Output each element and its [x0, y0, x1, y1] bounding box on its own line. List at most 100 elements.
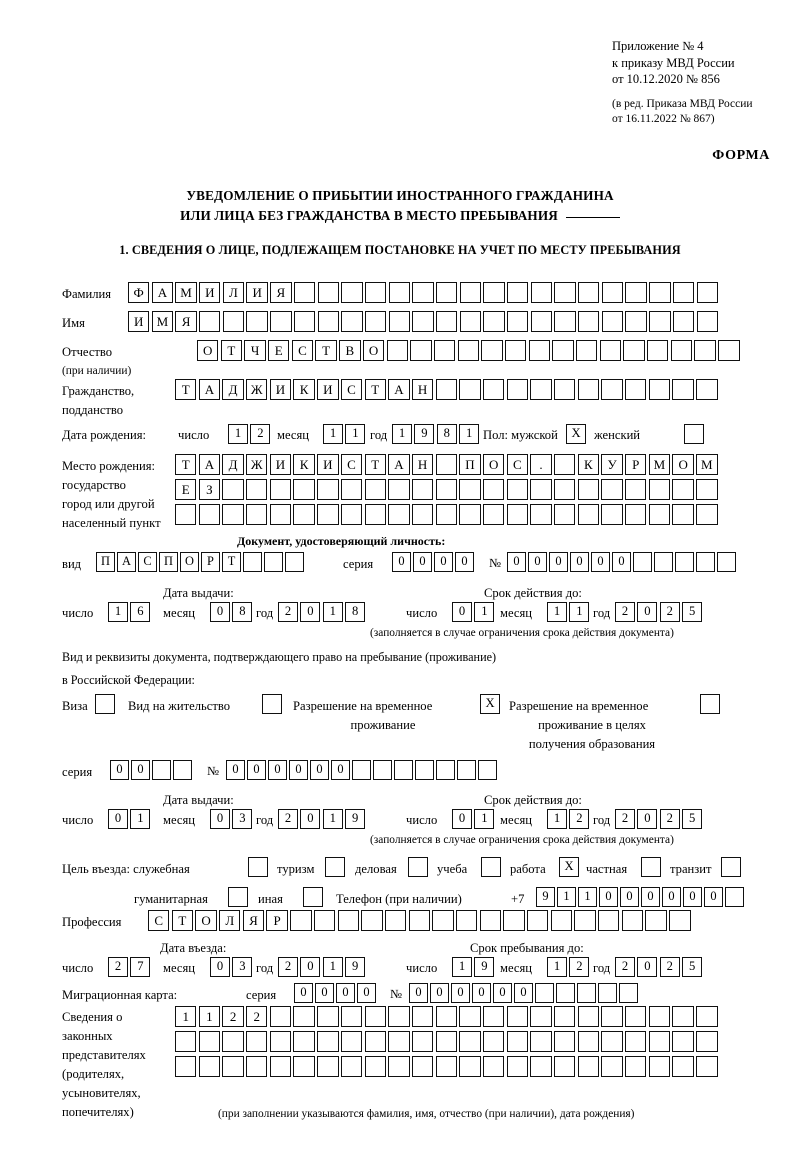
char-cell[interactable] — [459, 1056, 481, 1078]
char-cell[interactable] — [625, 1031, 647, 1053]
char-cell[interactable] — [340, 1006, 363, 1028]
char-cell[interactable]: 0 — [210, 957, 230, 977]
char-cell[interactable]: 1 — [578, 887, 597, 907]
char-cell[interactable] — [364, 479, 386, 501]
char-cell[interactable]: Р — [625, 454, 647, 476]
char-cell[interactable]: 0 — [451, 983, 470, 1003]
char-cell[interactable]: 1 — [322, 957, 343, 977]
char-cell[interactable] — [364, 1056, 386, 1078]
char-cell[interactable] — [669, 910, 691, 932]
char-cell[interactable] — [598, 983, 617, 1003]
char-cell[interactable] — [228, 887, 248, 907]
char-cell[interactable]: И — [269, 379, 292, 401]
char-cell[interactable] — [530, 282, 553, 304]
char-cell[interactable] — [554, 379, 576, 401]
char-cell[interactable]: 0 — [472, 983, 491, 1003]
char-cell[interactable]: 2 — [615, 957, 635, 977]
char-cell[interactable] — [222, 504, 244, 526]
permit-visa-box[interactable] — [95, 694, 117, 714]
char-cell[interactable] — [481, 340, 503, 362]
char-cell[interactable]: 2 — [108, 957, 128, 977]
char-cell[interactable]: Н — [411, 379, 434, 401]
char-cell[interactable] — [478, 760, 497, 780]
char-cell[interactable] — [175, 1031, 197, 1053]
char-cell[interactable] — [388, 282, 410, 304]
purpose-official-box[interactable] — [248, 857, 270, 877]
char-cell[interactable]: С — [138, 552, 157, 572]
char-cell[interactable] — [577, 983, 596, 1003]
char-cell[interactable]: 1 — [322, 602, 343, 622]
char-cell[interactable] — [293, 1006, 315, 1028]
permit-temp-box[interactable]: X — [480, 694, 502, 714]
char-cell[interactable] — [649, 311, 671, 333]
char-cell[interactable] — [507, 282, 529, 304]
char-cell[interactable] — [503, 910, 525, 932]
char-cell[interactable]: 0 — [409, 983, 428, 1003]
purpose-study-box[interactable] — [481, 857, 503, 877]
char-cell[interactable] — [601, 479, 623, 501]
char-cell[interactable] — [361, 910, 383, 932]
char-cell[interactable] — [317, 1031, 339, 1053]
representatives-boxes-row-3[interactable] — [175, 1056, 720, 1078]
char-cell[interactable]: С — [148, 910, 170, 932]
char-cell[interactable]: Е — [175, 479, 197, 501]
char-cell[interactable] — [601, 282, 624, 304]
char-cell[interactable] — [435, 504, 457, 526]
char-cell[interactable]: 1 — [557, 887, 576, 907]
char-cell[interactable]: 1 — [452, 957, 472, 977]
char-cell[interactable] — [198, 1031, 221, 1053]
char-cell[interactable]: М — [175, 282, 197, 304]
char-cell[interactable] — [648, 379, 671, 401]
char-cell[interactable] — [648, 504, 671, 526]
char-cell[interactable] — [576, 340, 598, 362]
char-cell[interactable] — [506, 1031, 529, 1053]
char-cell[interactable] — [198, 1056, 221, 1078]
char-cell[interactable]: 0 — [514, 983, 533, 1003]
char-cell[interactable] — [243, 552, 262, 572]
char-cell[interactable]: 9 — [414, 424, 435, 444]
char-cell[interactable] — [625, 311, 647, 333]
char-cell[interactable]: 0 — [247, 760, 266, 780]
char-cell[interactable] — [435, 311, 458, 333]
char-cell[interactable] — [641, 857, 661, 877]
char-cell[interactable] — [388, 1056, 410, 1078]
char-cell[interactable]: 0 — [357, 983, 376, 1003]
char-cell[interactable]: Д — [222, 454, 244, 476]
char-cell[interactable]: 0 — [108, 809, 128, 829]
char-cell[interactable] — [341, 282, 363, 304]
char-cell[interactable]: И — [246, 282, 268, 304]
char-cell[interactable] — [479, 910, 502, 932]
char-cell[interactable]: Т — [364, 379, 386, 401]
char-cell[interactable] — [625, 1006, 647, 1028]
char-cell[interactable] — [696, 282, 718, 304]
char-cell[interactable]: 0 — [300, 602, 321, 622]
char-cell[interactable]: 0 — [268, 760, 287, 780]
char-cell[interactable]: 0 — [599, 887, 618, 907]
char-cell[interactable] — [415, 760, 434, 780]
char-cell[interactable]: 0 — [131, 760, 150, 780]
char-cell[interactable] — [601, 1056, 623, 1078]
char-cell[interactable]: 1 — [175, 1006, 197, 1028]
char-cell[interactable] — [246, 1056, 268, 1078]
char-cell[interactable]: 3 — [232, 809, 253, 829]
char-cell[interactable] — [317, 1056, 339, 1078]
char-cell[interactable]: Н — [411, 454, 434, 476]
char-cell[interactable] — [457, 340, 479, 362]
char-cell[interactable] — [550, 910, 573, 932]
char-cell[interactable] — [388, 1006, 410, 1028]
char-cell[interactable] — [388, 479, 410, 501]
char-cell[interactable] — [554, 479, 576, 501]
char-cell[interactable] — [648, 1031, 671, 1053]
char-cell[interactable] — [530, 1056, 552, 1078]
char-cell[interactable]: X — [566, 424, 586, 444]
char-cell[interactable] — [364, 311, 387, 333]
char-cell[interactable]: 2 — [615, 602, 635, 622]
